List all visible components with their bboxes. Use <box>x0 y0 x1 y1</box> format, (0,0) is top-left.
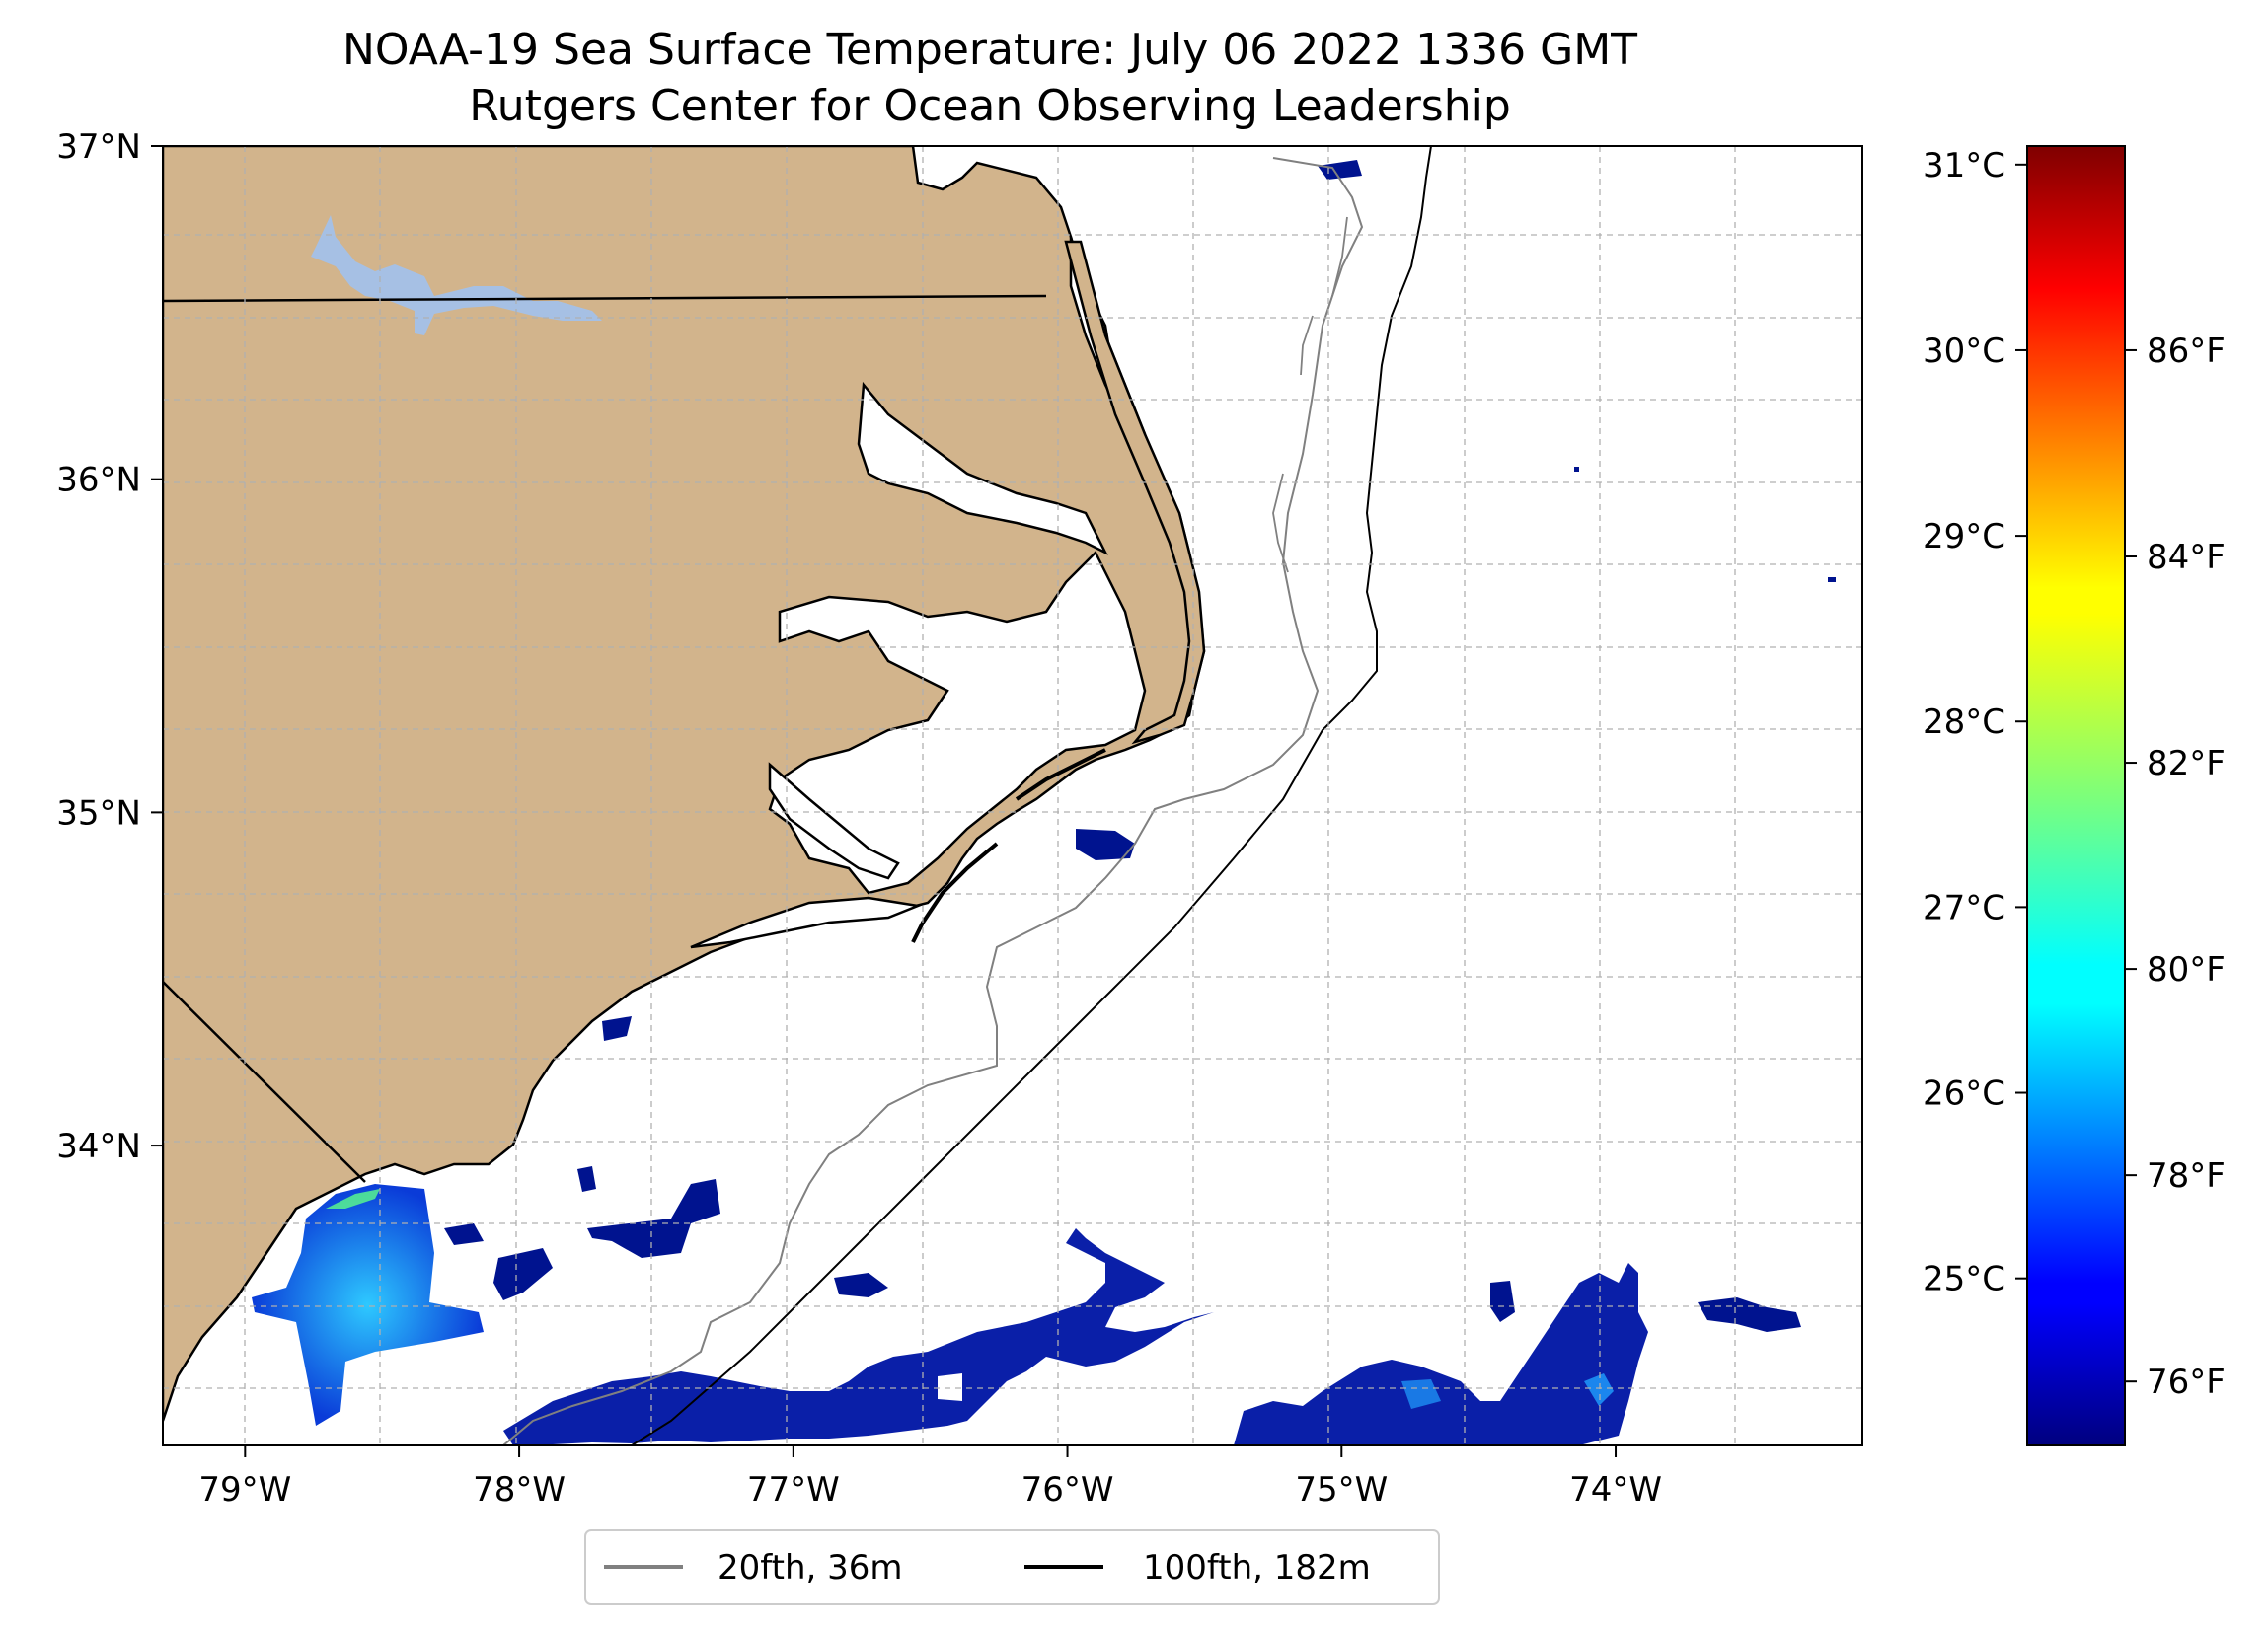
colorbar-celsius-label: 28°C <box>1923 702 2005 742</box>
map-area <box>163 146 1862 1445</box>
neuse-river <box>768 762 900 880</box>
isobath-20fth-inner <box>1272 216 1348 573</box>
chart-title: NOAA-19 Sea Surface Temperature: July 06… <box>342 25 1637 75</box>
legend-box <box>584 1529 1440 1605</box>
lon-tick-label: 79°W <box>198 1470 291 1510</box>
sst-patch-far-east <box>1698 1297 1801 1332</box>
lon-tick-label: 76°W <box>1021 1470 1114 1510</box>
lat-tick-label: 36°N <box>56 461 141 500</box>
map-frame <box>162 145 1863 1446</box>
isobath-20fth <box>502 157 1364 1445</box>
lake <box>311 215 602 335</box>
sst-patch-shelf-south <box>503 1228 1214 1445</box>
colorbar-celsius-axis: 25°C 26°C 27°C 28°C 29°C 30°C 31°C <box>1923 146 2027 1299</box>
lon-tick-label: 77°W <box>747 1470 840 1510</box>
colorbar: 25°C 26°C 27°C 28°C 29°C 30°C 31°C 76°F 78°F 80°… <box>1923 145 2226 1446</box>
sst-patch-mid-1 <box>834 1273 888 1297</box>
colorbar-celsius-label: 26°C <box>1923 1074 2005 1114</box>
sst-patch-north <box>1318 160 1362 180</box>
sst-patch-dot-2 <box>1828 577 1836 582</box>
sst-patch-cape-fear <box>252 1184 484 1426</box>
colorbar-fahrenheit-label: 82°F <box>2147 744 2226 783</box>
lat-tick-label: 34°N <box>56 1127 141 1166</box>
sst-patch-mid-2 <box>1490 1281 1515 1322</box>
colorbar-celsius-label: 31°C <box>1923 146 2005 185</box>
bogue-sound <box>690 896 923 949</box>
colorbar-fahrenheit-label: 76°F <box>2147 1363 2226 1402</box>
isobath-100fth <box>631 146 1432 1445</box>
lon-tick-label: 78°W <box>473 1470 566 1510</box>
legend: 20fth, 36m 100fth, 182m <box>584 1529 1440 1605</box>
colorbar-fahrenheit-label: 80°F <box>2147 950 2226 990</box>
lat-tick-label: 35°N <box>56 793 141 833</box>
sst-patch-small-3 <box>577 1166 596 1192</box>
lat-tick-label: 37°N <box>56 127 141 167</box>
outer-banks-south <box>911 748 1106 943</box>
legend-label-100fth: 100fth, 182m <box>1143 1548 1371 1588</box>
colorbar-fahrenheit-label: 78°F <box>2147 1156 2226 1196</box>
sst-patch-warm-edge <box>326 1189 380 1209</box>
sst-patch-gap <box>938 1373 962 1401</box>
albemarle-sound <box>857 381 1108 555</box>
colorbar-celsius-label: 29°C <box>1923 517 2005 556</box>
gridlines <box>163 146 1862 1445</box>
sst-patch-small-1 <box>493 1248 553 1300</box>
colorbar-celsius-label: 27°C <box>1923 888 2005 927</box>
lon-tick-label: 75°W <box>1295 1470 1388 1510</box>
colorbar-fahrenheit-label: 86°F <box>2147 332 2226 371</box>
sst-patch-east-warm-2 <box>1401 1379 1441 1409</box>
pamlico-sound <box>768 550 1147 895</box>
colorbar-fahrenheit-axis: 76°F 78°F 80°F 82°F 84°F 86°F <box>2125 332 2226 1402</box>
latitude-axis: 34°N 35°N 36°N 37°N <box>56 127 163 1166</box>
outer-banks <box>1064 240 1206 745</box>
sst-patch-hatteras-2 <box>1076 829 1135 860</box>
colorbar-gradient <box>2026 145 2126 1446</box>
longitude-axis: 79°W 78°W 77°W 76°W 75°W 74°W <box>198 1445 1662 1510</box>
sst-patch-east-warm <box>1584 1373 1614 1406</box>
lon-tick-label: 74°W <box>1569 1470 1662 1510</box>
colorbar-celsius-label: 25°C <box>1923 1260 2005 1299</box>
sst-patch-onslow <box>587 1179 720 1258</box>
state-border-nc-sc <box>163 981 366 1183</box>
sst-patch-shore-1 <box>602 1016 632 1041</box>
colorbar-celsius-label: 30°C <box>1923 332 2005 371</box>
sst-patch-east <box>1234 1263 1648 1445</box>
legend-label-20fth: 20fth, 36m <box>718 1548 903 1588</box>
colorbar-fahrenheit-label: 84°F <box>2147 538 2226 577</box>
sst-patch-dot <box>1574 467 1579 472</box>
state-border-va-nc <box>163 294 1047 303</box>
chart-subtitle: Rutgers Center for Ocean Observing Leade… <box>469 81 1511 131</box>
sst-patch-small-2 <box>444 1223 484 1245</box>
